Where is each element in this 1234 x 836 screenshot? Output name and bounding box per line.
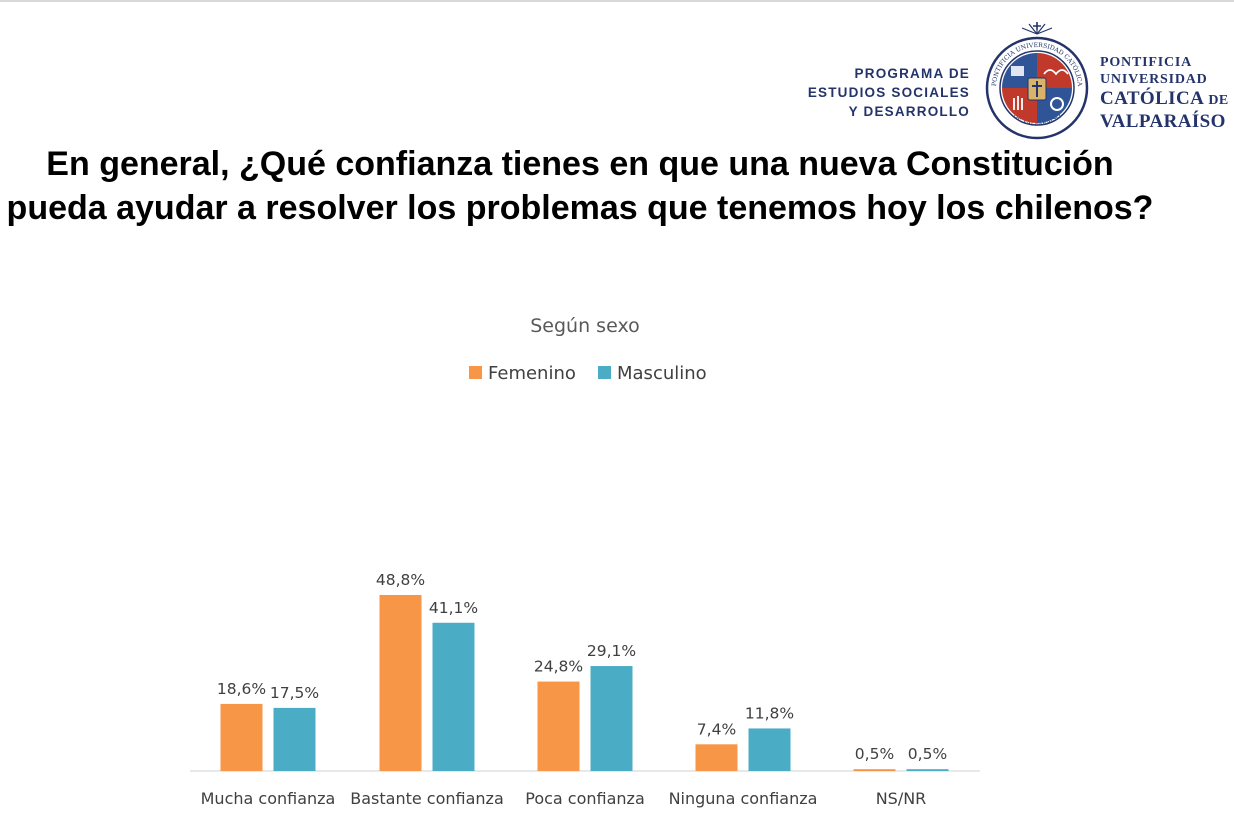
value-label-femenino-3: 7,4% <box>697 720 736 738</box>
value-label-femenino-4: 0,5% <box>855 745 894 763</box>
bar-masculino-1 <box>432 622 475 771</box>
university-line-2: UNIVERSIDAD <box>1100 72 1208 87</box>
program-name: PROGRAMA DE ESTUDIOS SOCIALES Y DESARROL… <box>760 64 970 121</box>
bars <box>220 595 949 771</box>
university-line-1: PONTIFICIA <box>1100 55 1193 70</box>
bar-masculino-4 <box>906 769 949 771</box>
legend-swatch-femenino <box>469 366 482 379</box>
category-label-1: Bastante confianza <box>350 789 504 808</box>
legend-label-femenino: Femenino <box>488 363 576 384</box>
value-label-femenino-2: 24,8% <box>534 658 583 676</box>
seal-inner-ring <box>999 50 1075 126</box>
category-label-4: NS/NR <box>876 789 927 808</box>
bar-femenino-1 <box>379 595 422 771</box>
cross-icon <box>1032 81 1042 97</box>
university-line-3: CATÓLICA DE <box>1100 88 1234 111</box>
value-label-masculino-1: 41,1% <box>429 599 478 617</box>
gear-icon <box>1050 97 1064 111</box>
chart-legend: Femenino Masculino <box>469 363 707 384</box>
category-labels: Mucha confianza Bastante confianza Poca co… <box>201 789 927 808</box>
wave-icon <box>1043 69 1069 76</box>
seal-top-cross <box>1033 22 1041 30</box>
value-label-masculino-4: 0,5% <box>908 745 947 763</box>
university-line-3-main: CATÓLICA <box>1100 88 1204 109</box>
chart-title: Según sexo <box>530 315 639 337</box>
question-title: En general, ¿Qué confianza tienes en que… <box>6 145 1154 227</box>
bar-masculino-0 <box>273 707 316 771</box>
bar-femenino-0 <box>220 703 263 771</box>
value-label-masculino-3: 11,8% <box>745 704 794 722</box>
university-name: PONTIFICIA UNIVERSIDAD CATÓLICA DE VALPA… <box>1100 54 1234 132</box>
value-label-femenino-0: 18,6% <box>217 680 266 698</box>
value-label-femenino-1: 48,8% <box>376 571 425 589</box>
program-line-1: PROGRAMA DE <box>854 66 970 81</box>
value-label-masculino-0: 17,5% <box>270 684 319 702</box>
university-line-4: VALPARAÍSO <box>1100 111 1226 132</box>
program-line-2: ESTUDIOS SOCIALES <box>807 85 970 100</box>
book-icon <box>1011 66 1024 76</box>
value-labels: 18,6% 17,5% 48,8%41,1% 24,8%29,1% 7,4% 11,8% 0… <box>217 571 947 763</box>
program-line-3: Y DESARROLLO <box>848 104 970 119</box>
category-label-2: Poca confianza <box>525 789 645 808</box>
university-line-3-de: DE <box>1208 93 1229 108</box>
bar-masculino-2 <box>590 666 633 771</box>
top-rule <box>0 0 1234 2</box>
bar-masculino-3 <box>748 728 791 771</box>
legend-label-masculino: Masculino <box>617 363 707 384</box>
wheat-icon <box>1013 96 1023 110</box>
value-label-masculino-2: 29,1% <box>587 642 636 660</box>
bar-femenino-3 <box>695 744 738 771</box>
bar-femenino-4 <box>853 769 896 771</box>
category-label-0: Mucha confianza <box>201 789 336 808</box>
legend-swatch-masculino <box>598 366 611 379</box>
university-seal-logo: PONTIFICIA UNIVERSIDAD CATÓLICA DE VALPA… <box>985 22 1089 140</box>
category-label-3: Ninguna confianza <box>669 789 818 808</box>
bar-femenino-2 <box>537 681 580 771</box>
